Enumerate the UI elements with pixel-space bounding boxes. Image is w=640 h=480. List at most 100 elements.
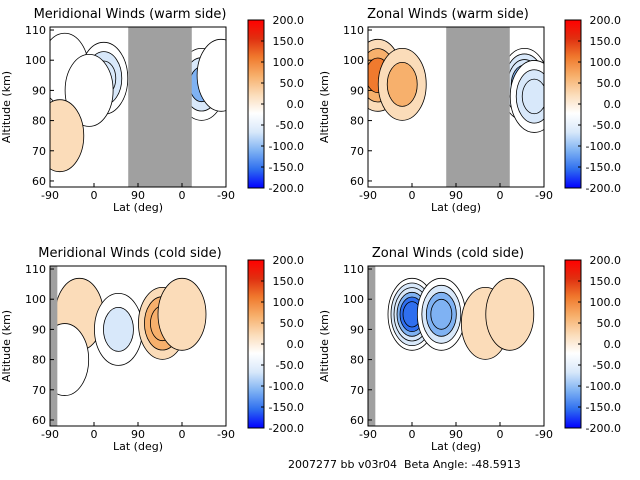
x-tick-label: 90	[131, 189, 145, 202]
y-tick-label: 110	[343, 24, 364, 37]
colorbar-tick-label: -200.0	[586, 182, 621, 195]
colorbar-tick-label: 100.0	[273, 56, 305, 69]
colorbar-tick-label: -50.0	[276, 119, 304, 132]
masked-region-1	[446, 27, 510, 187]
chart-panel-3: Meridional Winds (cold side) -90 0 90 0 -90 La…	[0, 246, 304, 453]
contour-blob-4-level-1	[50, 99, 85, 173]
colorbar-tick-label: 100.0	[590, 296, 622, 309]
x-tick-label: 0	[409, 189, 416, 202]
y-tick-label: 80	[32, 354, 46, 367]
x-tick-label: 0	[497, 428, 504, 441]
colorbar-tick-label: 50.0	[280, 317, 305, 330]
y-tick-label: 90	[32, 84, 46, 97]
colorbar-tick-label: -50.0	[276, 359, 304, 372]
masked-region-1	[128, 27, 192, 187]
colorbar-tick-label: 200.0	[273, 14, 305, 27]
y-tick-label: 60	[350, 175, 364, 188]
y-tick-label: 100	[343, 293, 364, 306]
x-tick-label: 0	[179, 189, 186, 202]
y-tick-label: 110	[343, 263, 364, 276]
colorbar-tick-label: 50.0	[597, 317, 622, 330]
plot-area	[50, 27, 226, 187]
x-tick-label: -90	[359, 189, 377, 202]
y-tick-label: 110	[25, 263, 46, 276]
chart-title: Meridional Winds (cold side)	[38, 246, 221, 261]
contour-blob-2-level-2	[103, 306, 134, 352]
contour-blob-4-level-1	[157, 277, 207, 351]
colorbar: 200.0 150.0 100.0 50.0 0.0 -50.0 -100.0 -150.0 -…	[247, 14, 305, 195]
colorbar-tick-label: -150.0	[586, 401, 621, 414]
masked-region-1	[50, 266, 58, 426]
colorbar-tick-label: 200.0	[273, 254, 305, 267]
colorbar-tick-label: 50.0	[597, 77, 622, 90]
chart-panel-1: Meridional Winds (warm side) -90 0 90 0 -90 La…	[0, 7, 304, 214]
x-tick-label: 0	[91, 428, 98, 441]
colorbar-tick-label: -150.0	[269, 401, 304, 414]
y-tick-label: 60	[350, 414, 364, 427]
chart-panel-4: Zonal Winds (cold side) -90 0 90 0 -90 Lat (de…	[318, 246, 621, 453]
y-tick-label: 90	[350, 323, 364, 336]
x-tick-label: -90	[535, 428, 553, 441]
colorbar: 200.0 150.0 100.0 50.0 0.0 -50.0 -100.0 -150.0 -…	[564, 254, 622, 435]
colorbar-tick-label: -100.0	[269, 140, 304, 153]
y-axis-label: Altitude (km)	[318, 71, 331, 143]
colorbar-tick-label: -150.0	[586, 161, 621, 174]
y-tick-label: 70	[350, 384, 364, 397]
colorbar-tick-label: 150.0	[273, 275, 305, 288]
colorbar-tick-label: 0.0	[604, 338, 622, 351]
chart-title: Meridional Winds (warm side)	[34, 7, 227, 22]
y-tick-label: 100	[25, 54, 46, 67]
colorbar-tick-label: -100.0	[586, 380, 621, 393]
x-axis-label: Lat (deg)	[431, 201, 481, 214]
contour-blob-3-level-1	[64, 53, 114, 127]
x-tick-label: 0	[409, 428, 416, 441]
colorbar-tick-label: 100.0	[273, 296, 305, 309]
x-tick-label: 0	[179, 428, 186, 441]
y-axis-label: Altitude (km)	[0, 310, 13, 382]
colorbar-tick-label: -100.0	[586, 140, 621, 153]
footer-caption: 2007277 bb v03r04 Beta Angle: -48.5913	[288, 458, 521, 471]
x-tick-label: -90	[217, 428, 235, 441]
y-tick-label: 80	[350, 354, 364, 367]
colorbar-tick-label: 0.0	[287, 338, 305, 351]
colorbar-tick-label: 150.0	[590, 35, 622, 48]
colorbar-tick-label: -200.0	[586, 422, 621, 435]
contour-blob-5-level-1	[50, 323, 90, 396]
chart-title: Zonal Winds (warm side)	[367, 7, 529, 22]
x-tick-label: 0	[497, 189, 504, 202]
x-tick-label: -90	[535, 189, 553, 202]
colorbar-tick-label: 0.0	[287, 98, 305, 111]
y-tick-label: 70	[350, 145, 364, 158]
colorbar-tick-label: -50.0	[593, 119, 621, 132]
colorbar-tick-label: 200.0	[590, 254, 622, 267]
y-tick-label: 110	[25, 24, 46, 37]
x-tick-label: -90	[217, 189, 235, 202]
x-axis-label: Lat (deg)	[113, 201, 163, 214]
y-tick-label: 60	[32, 414, 46, 427]
y-tick-label: 80	[32, 115, 46, 128]
contour-blob-2-level-4	[430, 298, 453, 330]
colorbar-tick-label: 200.0	[590, 14, 622, 27]
colorbar-tick-label: -150.0	[269, 161, 304, 174]
x-tick-label: 0	[91, 189, 98, 202]
y-axis-label: Altitude (km)	[318, 310, 331, 382]
chart-title: Zonal Winds (cold side)	[372, 246, 524, 261]
colorbar-tick-label: -200.0	[269, 422, 304, 435]
y-tick-label: 100	[25, 293, 46, 306]
y-tick-label: 90	[32, 323, 46, 336]
x-tick-label: 90	[449, 428, 463, 441]
plot-area	[50, 266, 226, 426]
plot-area	[368, 27, 544, 187]
x-axis-label: Lat (deg)	[113, 440, 163, 453]
x-tick-label: -90	[359, 428, 377, 441]
colorbar-tick-label: 100.0	[590, 56, 622, 69]
y-tick-label: 60	[32, 175, 46, 188]
x-tick-label: -90	[41, 428, 59, 441]
colorbar-tick-label: -50.0	[593, 359, 621, 372]
y-tick-label: 100	[343, 54, 364, 67]
colorbar-tick-label: -200.0	[269, 182, 304, 195]
x-tick-label: -90	[41, 189, 59, 202]
x-tick-label: 90	[131, 428, 145, 441]
colorbar-tick-label: 150.0	[273, 35, 305, 48]
masked-region-1	[368, 266, 376, 426]
